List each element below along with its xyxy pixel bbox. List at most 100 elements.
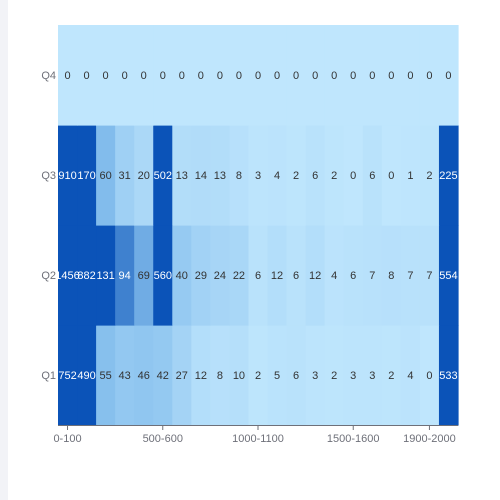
heatmap-cell[interactable]: [210, 125, 231, 226]
heatmap-cell[interactable]: [153, 25, 173, 126]
heatmap-cell[interactable]: [248, 325, 269, 426]
heatmap-cell[interactable]: [134, 225, 154, 326]
heatmap-cell[interactable]: [324, 325, 345, 426]
heatmap-cell[interactable]: [115, 225, 135, 326]
heatmap-cell[interactable]: [267, 25, 288, 126]
heatmap-cell[interactable]: [343, 125, 364, 226]
heatmap-cell[interactable]: [305, 125, 326, 226]
heatmap-cell[interactable]: [191, 225, 211, 326]
heatmap-cell-value: 3: [350, 370, 356, 382]
heatmap-cell-value: 0: [179, 70, 185, 82]
heatmap-cell-value: 4: [331, 270, 337, 282]
heatmap-cell[interactable]: [248, 25, 269, 126]
heatmap-cell[interactable]: [153, 325, 173, 426]
heatmap-cell[interactable]: [134, 125, 154, 226]
heatmap-cell[interactable]: [324, 125, 345, 226]
heatmap-cell[interactable]: [362, 125, 383, 226]
heatmap-cell[interactable]: [343, 225, 364, 326]
heatmap-cell[interactable]: [305, 25, 326, 126]
heatmap-cell[interactable]: [115, 125, 135, 226]
heatmap-cell[interactable]: [115, 325, 135, 426]
heatmap-cell[interactable]: [248, 125, 269, 226]
heatmap-cell-value: 0: [198, 70, 204, 82]
heatmap-cell-value: 0: [122, 70, 128, 82]
heatmap-cell[interactable]: [419, 225, 440, 326]
heatmap-cell[interactable]: [438, 225, 459, 326]
heatmap-cell[interactable]: [134, 25, 154, 126]
heatmap-cell[interactable]: [134, 325, 154, 426]
heatmap-cell[interactable]: [172, 125, 192, 226]
heatmap-cell-value: 910: [58, 170, 76, 182]
heatmap-cell[interactable]: [362, 325, 383, 426]
heatmap-cell-value: 0: [84, 70, 90, 82]
heatmap-cell[interactable]: [115, 25, 135, 126]
heatmap-cell-value: 14: [195, 170, 207, 182]
heatmap-cell[interactable]: [58, 225, 78, 326]
heatmap-cell[interactable]: [438, 325, 459, 426]
heatmap-cell[interactable]: [58, 25, 78, 126]
heatmap-cell[interactable]: [77, 125, 97, 226]
heatmap-cell[interactable]: [153, 225, 173, 326]
heatmap-cell[interactable]: [153, 125, 173, 226]
heatmap-cell[interactable]: [419, 125, 440, 226]
heatmap-cell[interactable]: [96, 325, 116, 426]
heatmap-cell[interactable]: [362, 225, 383, 326]
heatmap-cell[interactable]: [286, 125, 307, 226]
heatmap-cell[interactable]: [324, 25, 345, 126]
heatmap-cell[interactable]: [172, 325, 192, 426]
heatmap-cell[interactable]: [400, 225, 421, 326]
heatmap-cell[interactable]: [267, 125, 288, 226]
heatmap-cell[interactable]: [229, 125, 250, 226]
heatmap-cell[interactable]: [210, 225, 231, 326]
heatmap-cell[interactable]: [210, 325, 231, 426]
heatmap-cell[interactable]: [58, 325, 78, 426]
heatmap-cell[interactable]: [381, 225, 402, 326]
heatmap-cell[interactable]: [229, 25, 250, 126]
heatmap-cell[interactable]: [172, 25, 192, 126]
heatmap-chart: 752 490 55 43 46 42 27 12 8 10 2 5 6 3 2 3 3 2 4 0 533145688…: [41, 25, 459, 445]
y-axis-tick-label: Q3: [41, 170, 56, 182]
heatmap-cell[interactable]: [438, 125, 459, 226]
heatmap-cell[interactable]: [438, 25, 459, 126]
heatmap-cell[interactable]: [229, 225, 250, 326]
heatmap-cell[interactable]: [191, 125, 211, 226]
heatmap-cell[interactable]: [77, 325, 97, 426]
heatmap-cell[interactable]: [400, 25, 421, 126]
heatmap-cell[interactable]: [172, 225, 192, 326]
heatmap-cell[interactable]: [210, 25, 231, 126]
heatmap-cell[interactable]: [286, 225, 307, 326]
heatmap-cell[interactable]: [286, 25, 307, 126]
heatmap-cell[interactable]: [248, 225, 269, 326]
heatmap-cell[interactable]: [77, 225, 97, 326]
heatmap-cell[interactable]: [191, 25, 211, 126]
heatmap-cell[interactable]: [191, 325, 211, 426]
heatmap-cell[interactable]: [324, 225, 345, 326]
heatmap-cell[interactable]: [381, 25, 402, 126]
heatmap-cell[interactable]: [77, 25, 97, 126]
heatmap-cell[interactable]: [381, 325, 402, 426]
heatmap-cell-value: 69: [138, 270, 150, 282]
heatmap-cell[interactable]: [229, 325, 250, 426]
heatmap-cell[interactable]: [343, 325, 364, 426]
heatmap-cell[interactable]: [96, 125, 116, 226]
heatmap-cell-value: 7: [407, 270, 413, 282]
heatmap-cell[interactable]: [400, 125, 421, 226]
heatmap-cell[interactable]: [96, 225, 116, 326]
heatmap-cell[interactable]: [305, 325, 326, 426]
heatmap-cell-value: 40: [176, 270, 188, 282]
heatmap-cell[interactable]: [343, 25, 364, 126]
heatmap-cell-value: 1: [407, 170, 413, 182]
heatmap-cell[interactable]: [419, 25, 440, 126]
heatmap-cell-value: 27: [176, 370, 188, 382]
heatmap-cell[interactable]: [267, 325, 288, 426]
heatmap-cell[interactable]: [305, 225, 326, 326]
heatmap-cell[interactable]: [58, 125, 78, 226]
heatmap-cell[interactable]: [400, 325, 421, 426]
heatmap-cell[interactable]: [286, 325, 307, 426]
heatmap-cell-value: 29: [195, 270, 207, 282]
heatmap-cell[interactable]: [267, 225, 288, 326]
heatmap-cell[interactable]: [96, 25, 116, 126]
heatmap-cell[interactable]: [419, 325, 440, 426]
heatmap-cell[interactable]: [381, 125, 402, 226]
heatmap-cell[interactable]: [362, 25, 383, 126]
